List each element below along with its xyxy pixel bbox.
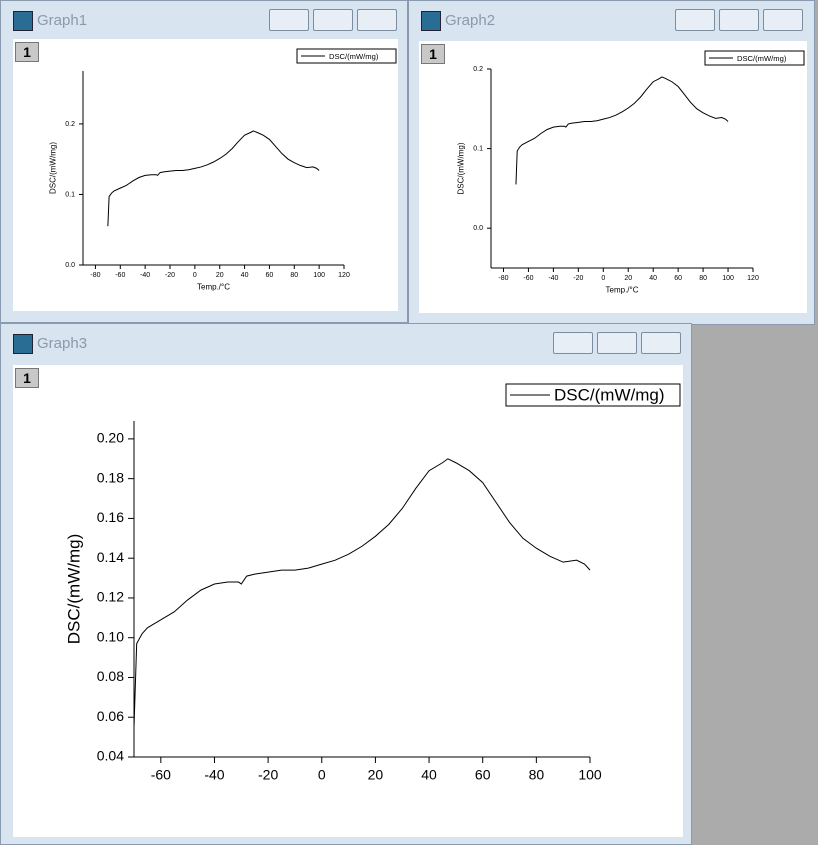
x-tick-label: -60 [523,275,533,282]
y-tick-label: 0.20 [97,430,124,446]
window-title: Graph3 [37,335,88,352]
line [133,458,591,728]
minimize[interactable] [269,9,309,31]
x-tick-label: 60 [266,272,274,279]
y-tick-label: 0.2 [65,121,75,128]
y-tick-label: 0.10 [97,628,124,644]
y-tick-label: 0.1 [65,191,75,198]
title-bar[interactable]: Graph2 [409,1,814,37]
x-tick-label: -20 [165,272,175,279]
y-axis-label: DSC/(mW/mg) [65,534,84,644]
y-tick-label: 0.12 [97,589,124,605]
x-tick-label: 40 [421,766,437,782]
x-tick-label: 100 [313,272,325,279]
title-bar[interactable]: Graph1 [1,1,407,37]
x-tick-label: -20 [258,766,278,782]
y-tick-label: 0.16 [97,509,124,525]
icon [13,334,33,354]
window-title: Graph1 [37,12,88,29]
x-tick-label: -40 [204,766,224,782]
x-tick-label: -60 [115,272,125,279]
y-axis-label: DSC/(mW/mg) [457,142,466,194]
x-tick-label: 20 [368,766,384,782]
x-tick-label: -80 [90,272,100,279]
plot: -80 -60 -40 -20 0 20 40 60 80 100 120 0.0 0.1 0.2 Temp… [419,41,807,313]
x-tick-label: -40 [548,275,558,282]
window[interactable]: Graph1 -80 -60 -40 -20 0 20 40 60 80 100 120 0.0 0.1… [0,0,408,323]
icon [421,11,441,31]
x-tick-label: 60 [475,766,491,782]
x-tick-label: 80 [290,272,298,279]
x-tick-label: 40 [649,275,657,282]
x-tick-label: 80 [699,275,707,282]
icon [13,11,33,31]
close[interactable] [357,9,397,31]
x-axis-label: Temp./°C [197,282,230,291]
plot: -60 -40 -20 0 20 40 60 80 100 0.04 0.06 0.08 0.10 0.1… [13,365,683,837]
y-tick-label: 0.14 [97,549,124,565]
y-tick-label: 0.2 [473,66,483,73]
x-tick-label: 120 [338,272,350,279]
x-tick-label: -60 [151,766,171,782]
x-tick-label: -80 [498,275,508,282]
x-tick-label: 80 [529,766,545,782]
minimize[interactable] [675,9,715,31]
x-tick-label: 0 [318,766,326,782]
close[interactable] [763,9,803,31]
y-tick-label: 0.1 [473,145,483,152]
x-tick-label: 120 [747,275,759,282]
legend-box [296,48,397,64]
x-tick-label: 20 [624,275,632,282]
x-tick-label: 20 [216,272,224,279]
legend-box [505,383,681,407]
window[interactable]: Graph3 -60 -40 -20 0 20 40 60 80 100 0.04 0.06 0.08… [0,323,692,845]
y-tick-label: 0.06 [97,708,124,724]
y-tick-label: 0.0 [473,225,483,232]
y-axis-label: DSC/(mW/mg) [49,142,58,194]
x-tick-label: 0 [193,272,197,279]
legend-label: DSC/(mW/mg) [329,52,379,61]
x-axis-label: Temp./°C [606,285,639,294]
x-tick-label: 40 [241,272,249,279]
x-tick-label: -20 [573,275,583,282]
x-tick-label: 100 [722,275,734,282]
close[interactable] [641,332,681,354]
y-tick-label: 0.18 [97,469,124,485]
x-tick-label: -40 [140,272,150,279]
window[interactable]: Graph2 -80 -60 -40 -20 0 20 40 60 80 100 120 0.0 0.1… [408,0,815,325]
legend-label: DSC/(mW/mg) [554,385,664,404]
title-bar[interactable]: Graph3 [1,324,691,360]
maximize[interactable] [719,9,759,31]
x-tick-label: 60 [674,275,682,282]
x-tick-label: 100 [578,766,602,782]
layer-button[interactable]: 1 [15,42,39,62]
y-tick-label: 0.04 [97,748,124,764]
minimize[interactable] [553,332,593,354]
legend-label: DSC/(mW/mg) [737,54,787,63]
plot: -80 -60 -40 -20 0 20 40 60 80 100 120 0.0 0.1 0.2 Temp… [13,39,398,311]
maximize[interactable] [313,9,353,31]
window-title: Graph2 [445,12,496,29]
maximize[interactable] [597,332,637,354]
x-tick-label: 0 [601,275,605,282]
line [515,76,729,185]
layer-button[interactable]: 1 [15,368,39,388]
layer-button[interactable]: 1 [421,44,445,64]
y-tick-label: 0.08 [97,668,124,684]
legend-box [704,50,805,66]
line [107,130,320,227]
y-tick-label: 0.0 [65,262,75,269]
